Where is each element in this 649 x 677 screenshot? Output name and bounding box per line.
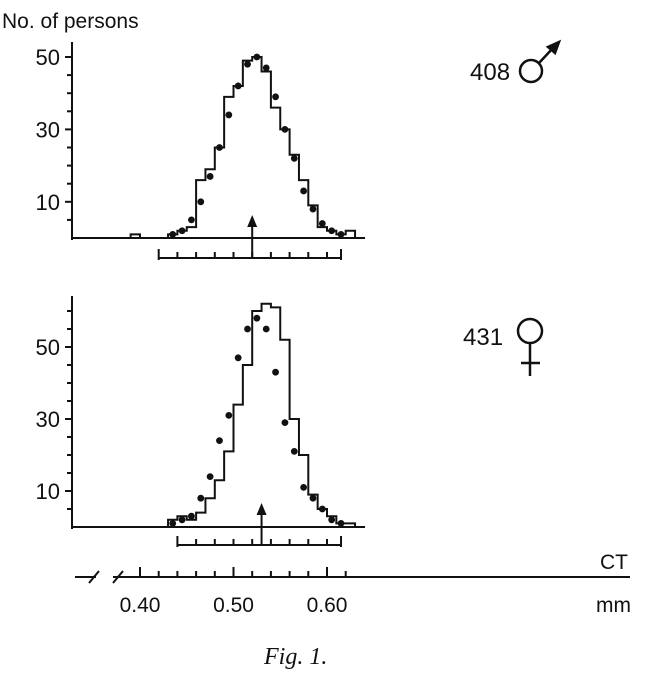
y-tick-label: 10 [36, 479, 60, 504]
fitted-point [234, 82, 242, 90]
fitted-point [328, 227, 336, 235]
fitted-point [337, 520, 345, 527]
fitted-point [281, 419, 289, 426]
y-tick-label: 30 [36, 407, 60, 432]
histogram-outline [129, 56, 357, 238]
fitted-point [290, 154, 298, 162]
y-tick-label: 50 [36, 45, 60, 70]
fitted-point [188, 512, 195, 520]
fitted-point [318, 220, 326, 227]
fitted-point [206, 473, 214, 480]
fitted-point [337, 230, 345, 238]
male-count-label: 408 [470, 59, 510, 86]
fitted-point [300, 187, 308, 195]
axis-break-mark [112, 570, 124, 584]
fitted-point [197, 198, 205, 206]
female-panel: 10 30 50 [36, 296, 366, 547]
fitted-point [262, 325, 270, 333]
histogram-outline [167, 302, 357, 527]
fitted-point [216, 144, 223, 151]
fitted-point [216, 437, 223, 444]
fitted-point [300, 484, 308, 491]
x-tick-label: 0.50 [213, 594, 254, 617]
fitted-point [169, 520, 177, 527]
fitted-point [244, 60, 251, 68]
fitted-point [290, 448, 298, 455]
x-axis-unit: mm [596, 594, 631, 617]
fitted-point [272, 93, 279, 101]
fitted-point [309, 205, 317, 213]
fitted-point [178, 516, 186, 524]
fitted-point [328, 516, 336, 524]
fitted-point [188, 216, 195, 224]
fitted-point [178, 227, 186, 235]
female-symbol-icon [516, 317, 544, 376]
mean-arrow-head [256, 503, 267, 515]
male-symbol-icon [518, 39, 562, 84]
x-tick-label: 0.40 [120, 594, 161, 617]
x-tick-label: 0.60 [307, 594, 348, 617]
fitted-point [206, 173, 214, 180]
ct-axis: CT mm 0.40 0.50 0.60 [75, 551, 631, 617]
fitted-point [225, 111, 233, 119]
figure-caption: Fig. 1. [263, 644, 327, 670]
fitted-point [262, 64, 270, 72]
fitted-point [197, 494, 205, 502]
axis-break-mark [88, 570, 100, 584]
fitted-point [318, 505, 326, 513]
x-axis-label: CT [600, 551, 628, 574]
male-panel: 10 30 50 [36, 42, 366, 260]
fitted-point [253, 314, 261, 322]
fitted-point [244, 325, 251, 333]
y-tick-label: 50 [36, 335, 60, 360]
y-tick-label: 30 [36, 117, 60, 142]
y-tick-label: 10 [36, 190, 60, 215]
fitted-point [253, 53, 261, 61]
fitted-point [169, 230, 177, 238]
fitted-point [272, 368, 279, 376]
fitted-point [281, 125, 289, 133]
fitted-point [225, 412, 233, 419]
fitted-point [309, 494, 317, 502]
female-count-label: 431 [463, 324, 503, 351]
y-axis-title: No. of persons [2, 10, 139, 33]
mean-arrow-head [247, 215, 258, 227]
fitted-point [234, 354, 242, 362]
